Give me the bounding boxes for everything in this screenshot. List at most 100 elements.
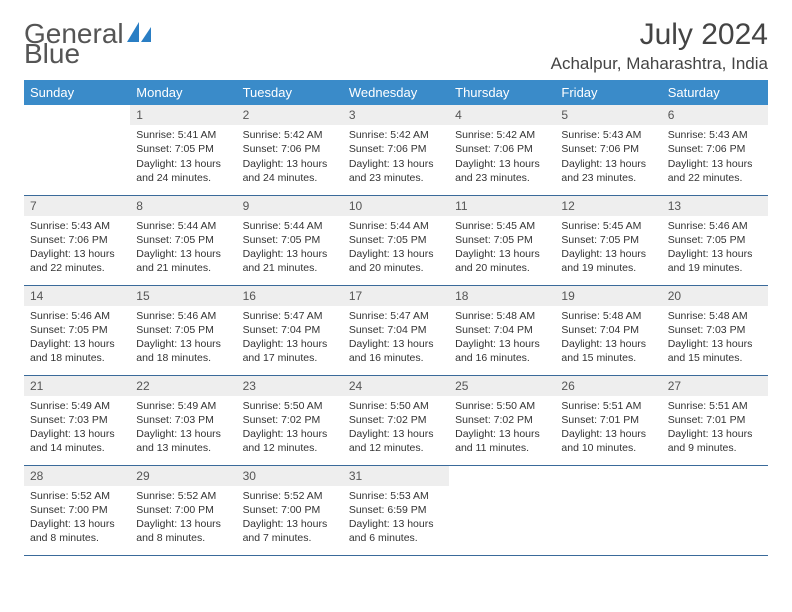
title-block: July 2024 Achalpur, Maharashtra, India [551,18,768,74]
day-number: 27 [662,376,768,396]
sunrise-text: Sunrise: 5:45 AM [455,219,549,233]
sunset-text: Sunset: 7:03 PM [30,413,124,427]
daylight-text: Daylight: 13 hours and 9 minutes. [668,427,762,455]
day-number: 15 [130,286,236,306]
day-data: Sunrise: 5:45 AMSunset: 7:05 PMDaylight:… [555,216,661,282]
calendar-day-cell: 10Sunrise: 5:44 AMSunset: 7:05 PMDayligh… [343,195,449,285]
sunset-text: Sunset: 7:06 PM [349,142,443,156]
day-data: Sunrise: 5:53 AMSunset: 6:59 PMDaylight:… [343,486,449,552]
sunrise-text: Sunrise: 5:42 AM [455,128,549,142]
day-data: Sunrise: 5:49 AMSunset: 7:03 PMDaylight:… [24,396,130,462]
calendar-week-row: 1Sunrise: 5:41 AMSunset: 7:05 PMDaylight… [24,105,768,195]
calendar-day-cell: 20Sunrise: 5:48 AMSunset: 7:03 PMDayligh… [662,285,768,375]
sunset-text: Sunset: 7:00 PM [243,503,337,517]
daylight-text: Daylight: 13 hours and 7 minutes. [243,517,337,545]
daylight-text: Daylight: 13 hours and 18 minutes. [136,337,230,365]
day-data: Sunrise: 5:52 AMSunset: 7:00 PMDaylight:… [24,486,130,552]
day-number: 2 [237,105,343,125]
sunrise-text: Sunrise: 5:50 AM [455,399,549,413]
sunrise-text: Sunrise: 5:46 AM [30,309,124,323]
day-number: 9 [237,196,343,216]
location-subtitle: Achalpur, Maharashtra, India [551,54,768,74]
sunset-text: Sunset: 7:06 PM [668,142,762,156]
day-data: Sunrise: 5:50 AMSunset: 7:02 PMDaylight:… [343,396,449,462]
calendar-day-cell: 22Sunrise: 5:49 AMSunset: 7:03 PMDayligh… [130,375,236,465]
sunrise-text: Sunrise: 5:44 AM [136,219,230,233]
sunrise-text: Sunrise: 5:52 AM [136,489,230,503]
brand-name-part2: Blue [24,38,80,69]
day-number: 1 [130,105,236,125]
day-data: Sunrise: 5:52 AMSunset: 7:00 PMDaylight:… [237,486,343,552]
sunset-text: Sunset: 7:04 PM [243,323,337,337]
sunrise-text: Sunrise: 5:48 AM [455,309,549,323]
calendar-day-cell: 25Sunrise: 5:50 AMSunset: 7:02 PMDayligh… [449,375,555,465]
weekday-header: Tuesday [237,80,343,105]
calendar-day-cell: 12Sunrise: 5:45 AMSunset: 7:05 PMDayligh… [555,195,661,285]
calendar-day-cell: 1Sunrise: 5:41 AMSunset: 7:05 PMDaylight… [130,105,236,195]
day-data: Sunrise: 5:44 AMSunset: 7:05 PMDaylight:… [130,216,236,282]
daylight-text: Daylight: 13 hours and 23 minutes. [561,157,655,185]
sunset-text: Sunset: 7:05 PM [561,233,655,247]
calendar-day-cell: 18Sunrise: 5:48 AMSunset: 7:04 PMDayligh… [449,285,555,375]
sunset-text: Sunset: 7:06 PM [30,233,124,247]
day-number: 25 [449,376,555,396]
day-data: Sunrise: 5:42 AMSunset: 7:06 PMDaylight:… [237,125,343,191]
daylight-text: Daylight: 13 hours and 20 minutes. [349,247,443,275]
day-data: Sunrise: 5:51 AMSunset: 7:01 PMDaylight:… [555,396,661,462]
sail-icon [126,21,152,48]
day-number: 28 [24,466,130,486]
day-number [24,105,130,125]
day-data: Sunrise: 5:46 AMSunset: 7:05 PMDaylight:… [662,216,768,282]
day-data: Sunrise: 5:42 AMSunset: 7:06 PMDaylight:… [343,125,449,191]
calendar-week-row: 28Sunrise: 5:52 AMSunset: 7:00 PMDayligh… [24,465,768,555]
day-data: Sunrise: 5:45 AMSunset: 7:05 PMDaylight:… [449,216,555,282]
sunrise-text: Sunrise: 5:45 AM [561,219,655,233]
day-number: 22 [130,376,236,396]
calendar-day-cell [449,465,555,555]
sunset-text: Sunset: 7:01 PM [668,413,762,427]
day-number: 14 [24,286,130,306]
calendar-week-row: 7Sunrise: 5:43 AMSunset: 7:06 PMDaylight… [24,195,768,285]
day-number: 12 [555,196,661,216]
sunrise-text: Sunrise: 5:50 AM [243,399,337,413]
sunset-text: Sunset: 7:00 PM [136,503,230,517]
calendar-day-cell [555,465,661,555]
day-number [555,466,661,486]
sunset-text: Sunset: 7:04 PM [455,323,549,337]
sunrise-text: Sunrise: 5:46 AM [136,309,230,323]
day-number: 21 [24,376,130,396]
day-data: Sunrise: 5:48 AMSunset: 7:04 PMDaylight:… [555,306,661,372]
daylight-text: Daylight: 13 hours and 6 minutes. [349,517,443,545]
sunset-text: Sunset: 7:05 PM [668,233,762,247]
month-year-title: July 2024 [551,18,768,52]
calendar-day-cell: 14Sunrise: 5:46 AMSunset: 7:05 PMDayligh… [24,285,130,375]
daylight-text: Daylight: 13 hours and 20 minutes. [455,247,549,275]
daylight-text: Daylight: 13 hours and 8 minutes. [30,517,124,545]
calendar-day-cell: 29Sunrise: 5:52 AMSunset: 7:00 PMDayligh… [130,465,236,555]
daylight-text: Daylight: 13 hours and 14 minutes. [30,427,124,455]
daylight-text: Daylight: 13 hours and 16 minutes. [349,337,443,365]
daylight-text: Daylight: 13 hours and 11 minutes. [455,427,549,455]
sunset-text: Sunset: 7:05 PM [243,233,337,247]
sunset-text: Sunset: 7:04 PM [561,323,655,337]
calendar-day-cell: 26Sunrise: 5:51 AMSunset: 7:01 PMDayligh… [555,375,661,465]
day-number: 17 [343,286,449,306]
calendar-day-cell: 2Sunrise: 5:42 AMSunset: 7:06 PMDaylight… [237,105,343,195]
calendar-day-cell: 9Sunrise: 5:44 AMSunset: 7:05 PMDaylight… [237,195,343,285]
sunset-text: Sunset: 6:59 PM [349,503,443,517]
daylight-text: Daylight: 13 hours and 17 minutes. [243,337,337,365]
sunrise-text: Sunrise: 5:50 AM [349,399,443,413]
calendar-day-cell: 15Sunrise: 5:46 AMSunset: 7:05 PMDayligh… [130,285,236,375]
day-data: Sunrise: 5:44 AMSunset: 7:05 PMDaylight:… [343,216,449,282]
sunrise-text: Sunrise: 5:46 AM [668,219,762,233]
daylight-text: Daylight: 13 hours and 23 minutes. [455,157,549,185]
day-number: 30 [237,466,343,486]
sunrise-text: Sunrise: 5:47 AM [349,309,443,323]
day-number [662,466,768,486]
daylight-text: Daylight: 13 hours and 15 minutes. [668,337,762,365]
day-number: 6 [662,105,768,125]
weekday-header: Monday [130,80,236,105]
day-data: Sunrise: 5:48 AMSunset: 7:03 PMDaylight:… [662,306,768,372]
daylight-text: Daylight: 13 hours and 12 minutes. [243,427,337,455]
sunset-text: Sunset: 7:06 PM [243,142,337,156]
